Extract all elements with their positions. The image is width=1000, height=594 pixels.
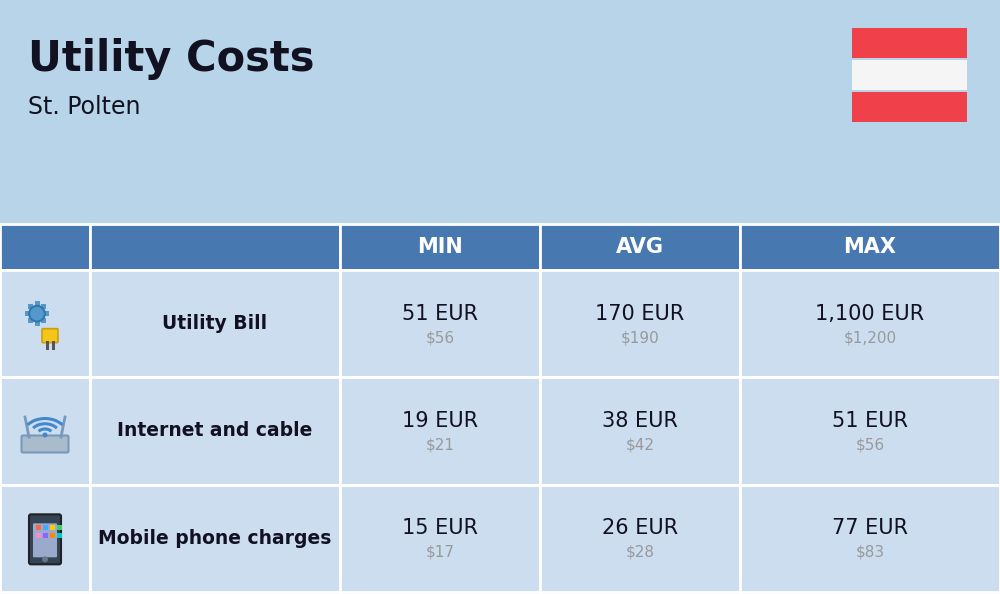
Text: 1,100 EUR: 1,100 EUR [815,304,925,324]
Text: 26 EUR: 26 EUR [602,519,678,538]
Text: St. Polten: St. Polten [28,95,140,119]
Bar [0,270,90,377]
Bar [34,321,40,326]
Text: MAX: MAX [844,237,896,257]
Text: Utility Bill: Utility Bill [162,314,268,333]
Bar [0,224,90,270]
Text: $1,200: $1,200 [843,330,897,345]
Bar [540,224,740,270]
FancyBboxPatch shape [29,514,61,564]
Bar [90,377,340,485]
Text: AVG: AVG [616,237,664,257]
Text: 15 EUR: 15 EUR [402,519,478,538]
Bar [25,311,30,316]
Bar [34,301,40,307]
Text: $17: $17 [426,545,454,560]
FancyBboxPatch shape [42,328,58,343]
Bar [852,60,967,90]
Bar [740,377,1000,485]
Bar [340,485,540,592]
Bar [0,377,90,485]
Circle shape [29,306,45,321]
Bar [852,28,967,58]
Bar [52,341,55,350]
Bar [57,525,62,530]
Bar [540,485,740,592]
Bar [46,341,49,350]
Bar [340,270,540,377]
Text: $56: $56 [855,438,885,453]
Bar [0,485,90,592]
Text: 19 EUR: 19 EUR [402,411,478,431]
Bar [340,224,540,270]
Bar [90,270,340,377]
Bar [90,485,340,592]
Bar [540,377,740,485]
Text: Utility Costs: Utility Costs [28,38,314,80]
Bar [28,304,33,309]
Text: 51 EUR: 51 EUR [832,411,908,431]
Bar [50,533,55,538]
Text: 38 EUR: 38 EUR [602,411,678,431]
Bar [740,485,1000,592]
Bar [852,92,967,122]
Bar [540,270,740,377]
Circle shape [42,432,48,438]
Text: $28: $28 [626,545,654,560]
Bar [740,224,1000,270]
Bar [50,525,55,530]
Text: MIN: MIN [417,237,463,257]
Bar [90,224,340,270]
Text: 170 EUR: 170 EUR [595,304,685,324]
Bar [41,318,46,323]
Text: Internet and cable: Internet and cable [117,422,313,441]
Text: $83: $83 [855,545,885,560]
FancyBboxPatch shape [22,435,68,453]
Bar [57,533,62,538]
Text: 51 EUR: 51 EUR [402,304,478,324]
Bar [28,318,33,323]
Bar [43,533,48,538]
Bar [36,533,41,538]
FancyBboxPatch shape [33,523,57,557]
Text: $56: $56 [425,330,455,345]
Bar [41,304,46,309]
Text: $42: $42 [626,438,654,453]
Bar [36,525,41,530]
Bar [44,311,49,316]
Circle shape [42,557,48,563]
Text: $21: $21 [426,438,454,453]
Text: Mobile phone charges: Mobile phone charges [98,529,332,548]
Text: 77 EUR: 77 EUR [832,519,908,538]
Bar [43,525,48,530]
Bar [340,377,540,485]
Text: $190: $190 [621,330,659,345]
Bar [740,270,1000,377]
